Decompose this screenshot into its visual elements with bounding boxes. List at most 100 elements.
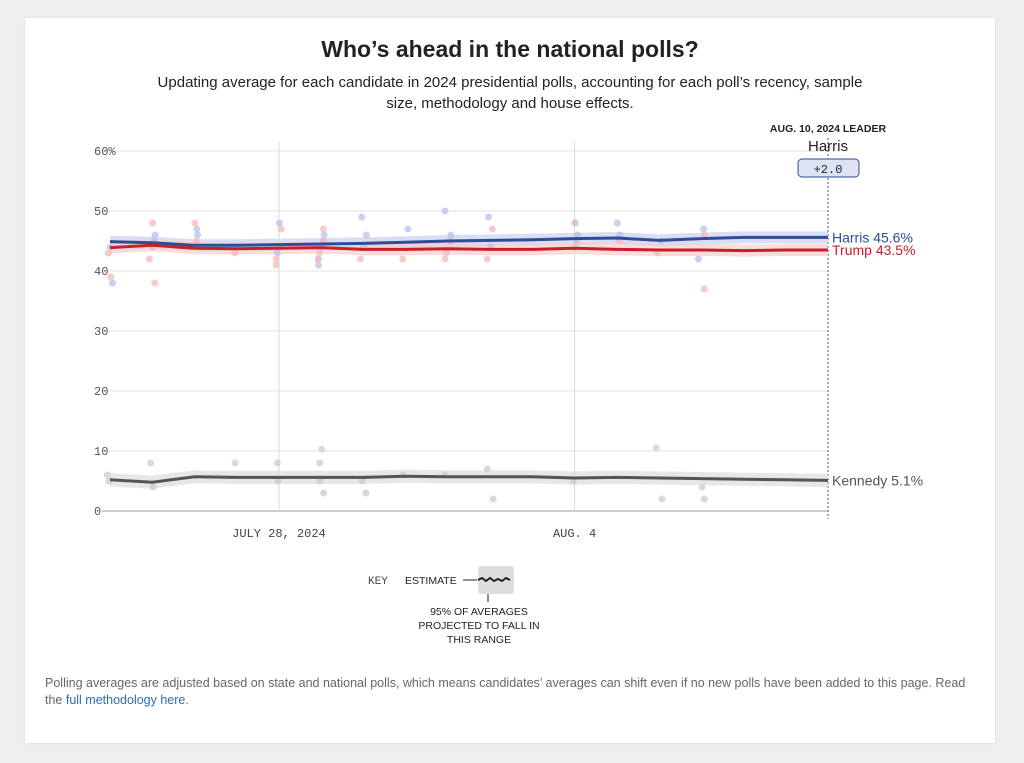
footer-after: . [185,693,189,707]
trump-poll-dot [316,249,324,257]
key-estimate: ESTIMATE [405,575,457,587]
trump-poll-dot [277,225,285,233]
kennedy-poll-dot [103,471,111,479]
leader-date: AUG. 10, 2024 LEADER [770,123,887,135]
harris-poll-dot [109,279,117,287]
key-range-line-3: THIS RANGE [447,634,511,646]
methodology-link[interactable]: full methodology here [65,693,186,707]
kennedy-poll-dot [652,444,660,452]
kennedy-poll-dot [700,495,708,503]
harris-poll-dot [273,249,281,257]
kennedy-average-line [109,474,829,484]
poll-dots [103,207,708,503]
chart-subtitle: Updating average for each candidate in 2… [157,74,863,112]
kennedy-poll-dot [698,483,706,491]
kennedy-poll-dot [147,459,155,467]
trump-end-label: Trump 43.5% [832,242,916,258]
harris-poll-dot [441,207,449,215]
key-range-line-2: PROJECTED TO FALL IN [418,620,539,632]
harris-poll-dot [694,255,702,263]
x-tick-label: AUG. 4 [553,527,596,541]
trump-poll-dot [151,279,159,287]
leader-margin: +2.0 [814,163,843,177]
kennedy-poll-dot [274,477,282,485]
kennedy-poll-dot [483,465,491,473]
trump-poll-dot [700,231,708,239]
key-label: KEY [368,576,388,588]
harris-poll-dot [193,225,201,233]
harris-poll-dot [700,225,708,233]
harris-poll-dot [404,225,412,233]
trump-poll-dot [149,219,157,227]
trump-poll-dot [193,237,201,245]
chart-title: Who’s ahead in the national polls? [321,36,699,62]
kennedy-poll-dot [320,489,328,497]
key: KEY ESTIMATE 95% OF AVERAGES PROJECTED T… [368,566,540,646]
leader-margin-badge [797,158,860,178]
axis-labels: 0 10 20 30 40 50 60% JULY 28, 2024 AUG. 4 Harris … [94,145,923,541]
average-lines [109,235,829,484]
grid [102,138,829,519]
trump-poll-dot [571,219,579,227]
kennedy-poll-dot [316,477,324,485]
trump-poll-dot [483,255,491,263]
footer-note: Polling averages are adjusted based on s… [45,675,975,709]
poll-chart: 0 10 20 30 40 50 60% JULY 28, 2024 AUG. 4 Harris … [94,123,923,646]
kennedy-poll-dot [489,495,497,503]
trump-poll-dot [272,255,280,263]
harris-poll-dot [485,213,493,221]
y-tick-label: 50 [94,205,108,219]
harris-end-label: Harris 45.6% [832,229,913,245]
trump-poll-dot [357,255,365,263]
kennedy-band [110,469,828,489]
harris-poll-dot [613,219,621,227]
kennedy-poll-dot [316,459,324,467]
trump-poll-dot [700,285,708,293]
key-range-line-1: 95% OF AVERAGES [430,606,528,618]
harris-poll-dot [362,231,370,239]
harris-poll-dot [193,231,201,239]
leader-name: Harris [808,138,848,155]
chart-card: Who’s ahead in the national polls? Updat… [25,18,995,743]
kennedy-poll-dot [362,489,370,497]
trump-poll-dot [231,249,239,257]
harris-poll-dot [151,231,159,239]
trump-poll-dot [104,249,112,257]
kennedy-poll-dot [149,483,157,491]
trump-poll-dot [145,255,153,263]
x-tick-label: JULY 28, 2024 [232,527,326,541]
trump-poll-dot [272,261,280,269]
key-estimate-line [477,576,511,583]
kennedy-poll-dot [358,477,366,485]
footer-text: Polling averages are adjusted based on s… [45,676,966,707]
kennedy-poll-dot [318,445,326,453]
confidence-bands [110,231,828,489]
y-tick-label: 30 [94,325,108,339]
trump-poll-dot [399,255,407,263]
leader-box: AUG. 10, 2024 LEADER Harris +2.0 [770,123,887,178]
harris-poll-dot [275,219,283,227]
trump-poll-dot [314,255,322,263]
kennedy-poll-dot [231,459,239,467]
kennedy-end-label: Kennedy 5.1% [832,472,923,488]
trump-poll-dot [442,249,450,257]
y-tick-label: 60% [94,145,116,159]
kennedy-poll-dot [273,459,281,467]
trump-poll-dot [191,219,199,227]
harris-poll-dot [314,261,322,269]
y-tick-label: 40 [94,265,108,279]
y-tick-label: 0 [94,505,101,519]
harris-average-line [109,235,828,247]
trump-poll-dot [488,225,496,233]
y-tick-label: 10 [94,445,108,459]
kennedy-poll-dot [658,495,666,503]
trump-average-line [109,243,828,253]
trump-poll-dot [441,255,449,263]
harris-poll-dot [358,213,366,221]
harris-poll-dot [574,231,582,239]
trump-poll-dot [107,273,115,281]
harris-poll-dot [320,231,328,239]
harris-poll-dot [447,231,455,239]
y-tick-label: 20 [94,385,108,399]
trump-poll-dot [319,225,327,233]
